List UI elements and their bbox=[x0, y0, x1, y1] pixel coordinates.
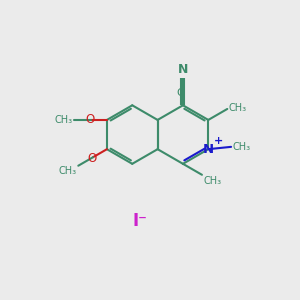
Text: C: C bbox=[176, 88, 184, 98]
Text: CH₃: CH₃ bbox=[203, 176, 222, 186]
Text: I⁻: I⁻ bbox=[133, 212, 147, 230]
Text: +: + bbox=[214, 136, 223, 146]
Text: CH₃: CH₃ bbox=[229, 103, 247, 113]
Text: CH₃: CH₃ bbox=[54, 115, 72, 125]
Text: CH₃: CH₃ bbox=[232, 142, 251, 152]
Text: O: O bbox=[85, 113, 95, 126]
Text: N: N bbox=[178, 63, 188, 76]
Text: O: O bbox=[88, 152, 97, 164]
Text: CH₃: CH₃ bbox=[58, 167, 77, 176]
Text: N: N bbox=[203, 143, 214, 156]
